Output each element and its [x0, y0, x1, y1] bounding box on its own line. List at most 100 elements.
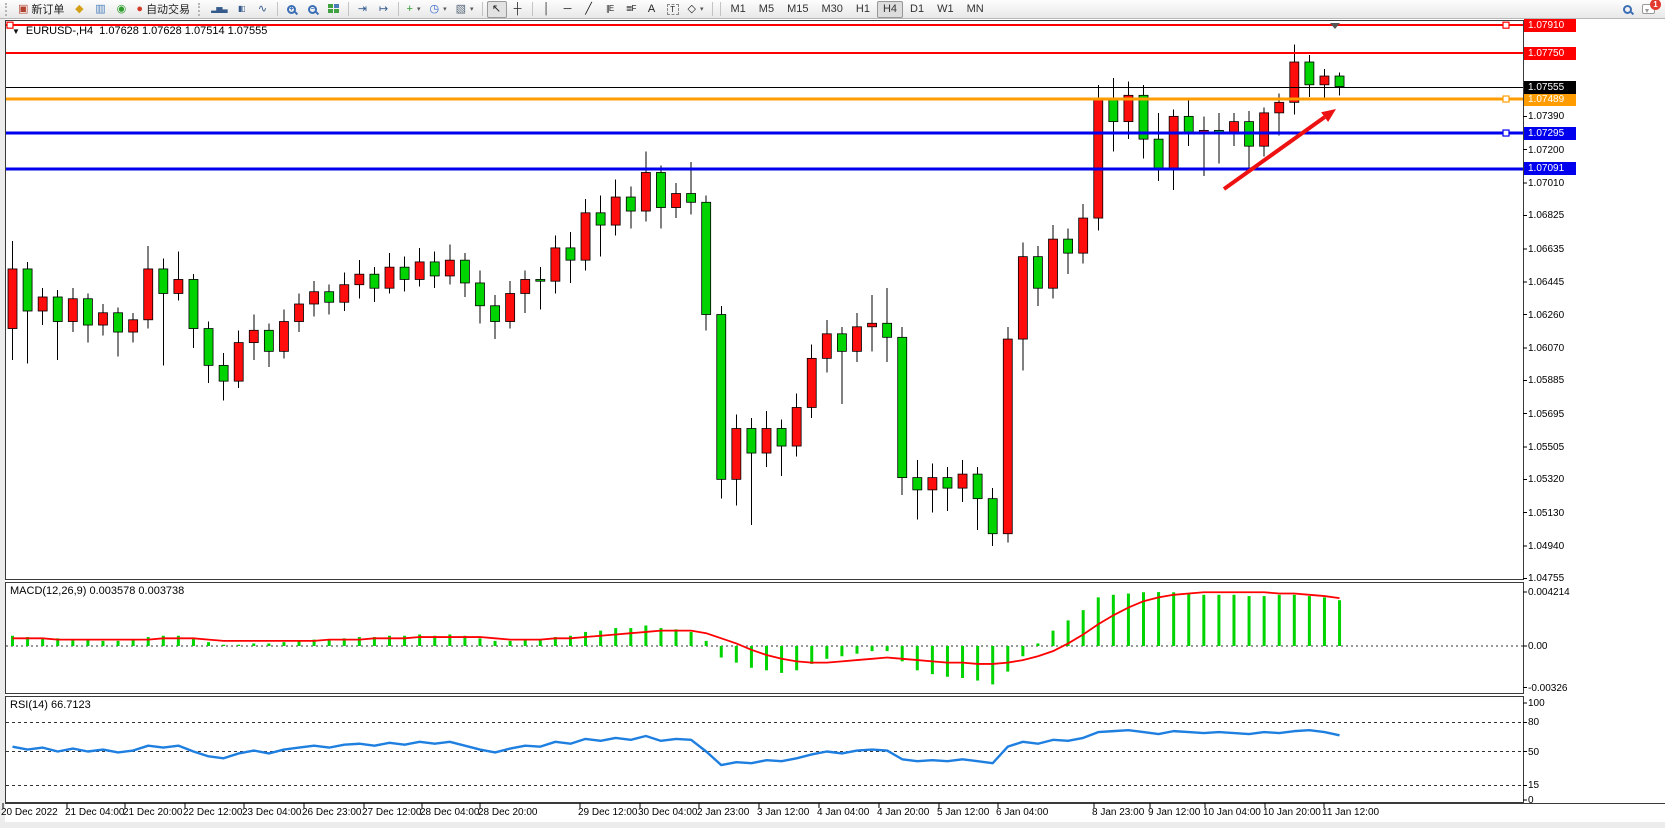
fibonacci-button[interactable]: ≣F	[621, 1, 641, 18]
shapes-button[interactable]: ◇ ▾	[684, 1, 708, 18]
date-label: 4 Jan 20:00	[877, 807, 930, 818]
toolbar-separator	[711, 2, 713, 16]
macd-panel[interactable]	[5, 582, 1524, 694]
templates-button-icon: ▧	[455, 2, 467, 15]
chevron-down-icon: ▾	[700, 6, 704, 13]
date-label: 5 Jan 12:00	[937, 807, 990, 818]
new-order-button-icon: ▣	[18, 2, 29, 15]
date-label: 21 Dec 20:00	[123, 807, 183, 818]
cursor-button-icon: ↖	[491, 2, 502, 15]
macd-axis-label: -0.00326	[1528, 682, 1568, 694]
toolbar-grip	[5, 2, 10, 16]
date-label: 26 Dec 23:00	[302, 807, 362, 818]
zoom-out-button[interactable]: −	[303, 1, 323, 18]
timeframe-h1-button[interactable]: H1	[855, 3, 870, 15]
data-window-icon[interactable]: ▥	[90, 1, 110, 18]
text-button-icon: A	[647, 2, 656, 15]
price-axis-label: 1.07010	[1528, 178, 1565, 189]
date-axis[interactable]	[5, 803, 1665, 822]
timeframe-h4-button[interactable]: H4	[876, 0, 904, 18]
macd-indicator-label: MACD(12,26,9) 0.003578 0.003738	[10, 585, 185, 597]
text-label-button[interactable]: T	[663, 1, 683, 18]
notification-badge: 1	[1650, 0, 1661, 10]
price-axis-label: 1.05885	[1528, 375, 1565, 387]
horizontal-line-button[interactable]: ─	[558, 1, 578, 18]
line-chart-button[interactable]: ∿	[253, 1, 273, 18]
periods-clock-button[interactable]: ◷ ▾	[425, 1, 450, 18]
cursor-button[interactable]: ↖	[486, 0, 507, 18]
chart-shift-button[interactable]: ↦	[374, 1, 394, 18]
toolbar: ▣ 新订单 ◆ ▥ ◉ ● 自动交易 ▂▅▃ ▮▯ ∿ + − ⇥ ↦ + ▾ ◷ ▾ ▧ ▾ ↖ ┼ │ ─ ╱ ∥E ≣F A T ◇…	[0, 0, 1665, 19]
navigator-icon[interactable]: ◉	[111, 1, 131, 18]
date-label: 4 Jan 04:00	[817, 807, 870, 818]
price-level-badge: 1.07091	[1524, 162, 1576, 176]
macd-axis-label: 0.004214	[1528, 587, 1570, 599]
toolbar-right: 1	[1623, 0, 1661, 14]
data-window-icon-icon: ▥	[95, 2, 106, 15]
tile-windows-button[interactable]	[324, 1, 344, 18]
text-button[interactable]: A	[642, 1, 662, 18]
price-level-badge: 1.07295	[1524, 126, 1576, 140]
tile-windows-button-icon	[327, 4, 340, 14]
indicators-add-button[interactable]: + ▾	[403, 1, 425, 18]
date-label: 3 Jan 12:00	[757, 807, 810, 818]
timeframe-mn-button[interactable]: MN	[966, 3, 984, 15]
date-label: 10 Jan 20:00	[1263, 807, 1321, 818]
auto-scroll-button[interactable]: ⇥	[353, 1, 373, 18]
date-label: 8 Jan 23:00	[1092, 807, 1145, 818]
crosshair-button[interactable]: ┼	[508, 1, 528, 18]
date-label: 6 Jan 04:00	[996, 807, 1049, 818]
rsi-axis-label: 100	[1528, 698, 1545, 709]
rsi-axis-label: 80	[1528, 717, 1540, 729]
date-label: 28 Dec 04:00	[420, 807, 480, 818]
bar-chart-button[interactable]: ▂▅▃	[207, 1, 230, 18]
price-axis-label: 1.05130	[1528, 507, 1565, 519]
date-label: 30 Dec 04:00	[638, 807, 698, 818]
notifications-icon[interactable]: 1	[1642, 0, 1661, 14]
market-watch-icon[interactable]: ◆	[69, 1, 89, 18]
periods-clock-button-icon: ◷	[429, 2, 440, 15]
price-axis-label: 1.05505	[1528, 441, 1565, 453]
symbol-dropdown-icon[interactable]: ▼	[12, 26, 20, 36]
vertical-line-button-icon: │	[543, 2, 550, 15]
toolbar-separator	[481, 2, 483, 16]
market-watch-icon-icon: ◆	[75, 2, 84, 15]
timeframe-m5-button[interactable]: M5	[758, 3, 775, 15]
templates-button[interactable]: ▧ ▾	[452, 1, 478, 18]
date-label: 21 Dec 04:00	[65, 807, 125, 818]
chart-ohlc-values: 1.07628 1.07628 1.07514 1.07555	[99, 25, 268, 37]
auto-trading-button[interactable]: ● 自动交易	[132, 1, 194, 18]
price-axis-label: 1.07200	[1528, 144, 1565, 156]
toolbar-separator	[397, 2, 399, 16]
rsi-axis-label: 15	[1528, 780, 1540, 792]
chevron-down-icon: ▾	[416, 6, 421, 13]
timeframe-w1-button[interactable]: W1	[937, 3, 954, 15]
candlestick-chart-button[interactable]: ▮▯	[232, 1, 252, 18]
toolbar-separator	[347, 2, 349, 16]
timeframe-m1-button[interactable]: M1	[730, 3, 746, 15]
timeframe-d1-button[interactable]: D1	[910, 3, 925, 15]
timeframe-m15-button[interactable]: M15	[787, 3, 809, 15]
main-chart-panel[interactable]	[5, 20, 1524, 580]
macd-axis-label: 0.00	[1528, 641, 1548, 652]
rsi-axis-label: 0	[1528, 795, 1534, 806]
vertical-line-button[interactable]: │	[537, 1, 557, 18]
price-axis-label: 1.06635	[1528, 243, 1565, 255]
chart-symbol-period: EURUSD-,H4	[25, 25, 94, 37]
trendline-button[interactable]: ╱	[579, 1, 599, 18]
date-label: 29 Dec 12:00	[578, 807, 638, 818]
bar-chart-button-icon: ▂▅▃	[211, 4, 228, 13]
zoom-in-button[interactable]: +	[282, 1, 302, 18]
toolbar-separator	[719, 2, 721, 16]
price-axis-label: 1.06070	[1528, 342, 1565, 354]
window-frame-left	[0, 19, 5, 828]
price-axis-label: 1.06260	[1528, 309, 1565, 321]
search-icon[interactable]	[1623, 4, 1632, 14]
new-order-button[interactable]: ▣ 新订单	[14, 1, 68, 18]
timeframe-m30-button[interactable]: M30	[821, 3, 843, 15]
chevron-down-icon: ▾	[443, 6, 447, 13]
price-level-badge: 1.07750	[1524, 46, 1576, 60]
equidistant-channel-button[interactable]: ∥E	[600, 1, 620, 18]
rsi-panel[interactable]	[5, 696, 1524, 803]
rsi-axis-label: 50	[1528, 746, 1540, 758]
